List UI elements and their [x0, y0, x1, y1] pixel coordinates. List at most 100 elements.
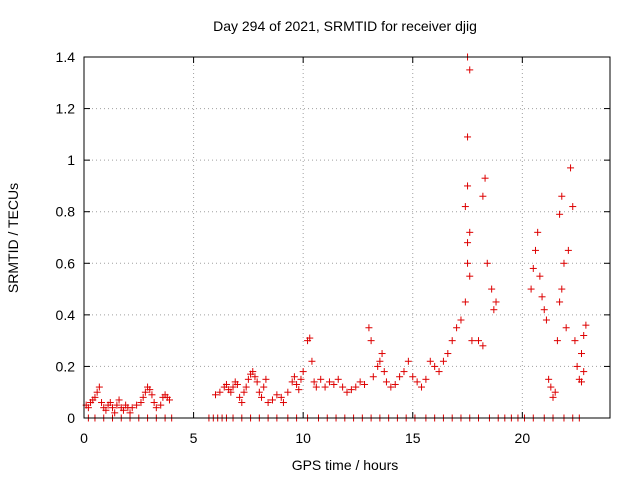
data-point — [578, 378, 586, 386]
data-point — [529, 264, 537, 272]
data-point — [108, 404, 116, 412]
data-point — [251, 373, 259, 381]
data-point — [553, 337, 561, 345]
x-tick-label: 15 — [405, 430, 421, 446]
data-point — [93, 388, 101, 396]
data-point — [571, 337, 579, 345]
data-point — [279, 399, 287, 407]
data-point — [244, 375, 252, 383]
data-point — [146, 386, 154, 394]
data-point — [347, 386, 355, 394]
data-point — [567, 164, 575, 172]
data-point — [547, 383, 555, 391]
plot-frame — [83, 56, 611, 419]
data-point — [84, 404, 92, 412]
data-point — [435, 368, 443, 376]
data-point — [290, 373, 298, 381]
data-point — [387, 383, 395, 391]
data-point — [133, 401, 141, 409]
data-point — [295, 386, 303, 394]
data-point — [293, 380, 301, 388]
data-point — [98, 399, 106, 407]
data-point — [157, 401, 165, 409]
data-point — [310, 378, 318, 386]
data-point — [91, 393, 99, 401]
data-point — [560, 259, 568, 267]
data-point — [542, 316, 550, 324]
data-point — [352, 383, 360, 391]
data-point — [490, 306, 498, 314]
data-point — [404, 357, 412, 365]
data-point — [339, 383, 347, 391]
x-tick-label: 20 — [515, 430, 531, 446]
data-point — [308, 357, 316, 365]
y-axis-label: SRMTID / TECUs — [5, 183, 21, 293]
data-point — [240, 388, 248, 396]
data-point — [453, 324, 461, 332]
data-point — [288, 378, 296, 386]
data-point — [481, 174, 489, 182]
data-point — [492, 298, 500, 306]
data-point — [464, 239, 472, 247]
data-point — [165, 396, 173, 404]
data-point — [321, 383, 329, 391]
data-point — [242, 383, 250, 391]
data-point — [137, 399, 145, 407]
data-point — [365, 324, 373, 332]
data-point — [466, 66, 474, 74]
y-tick-label: 0 — [67, 410, 75, 426]
data-point — [238, 399, 246, 407]
data-point — [255, 388, 263, 396]
data-point — [448, 337, 456, 345]
data-point — [297, 375, 305, 383]
data-point — [549, 393, 557, 401]
data-point — [418, 383, 426, 391]
data-point — [464, 133, 472, 141]
data-point — [222, 380, 230, 388]
data-point — [391, 380, 399, 388]
y-tick-label: 0.2 — [56, 358, 76, 374]
data-point — [562, 324, 570, 332]
data-point — [475, 337, 482, 345]
data-point — [527, 285, 535, 293]
grid-lines — [84, 57, 610, 418]
data-point — [382, 378, 390, 386]
data-point — [334, 375, 342, 383]
data-point — [573, 362, 581, 370]
data-point — [479, 192, 487, 200]
data-point — [578, 350, 586, 358]
data-point — [284, 388, 292, 396]
data-point — [396, 373, 404, 381]
data-point — [479, 342, 487, 350]
data-point — [374, 362, 382, 370]
data-point — [488, 285, 496, 293]
data-point — [466, 272, 474, 280]
y-tick-label: 0.4 — [56, 307, 76, 323]
data-point — [325, 378, 333, 386]
data-point — [106, 399, 114, 407]
data-point — [317, 375, 325, 383]
data-point — [380, 368, 388, 376]
data-point — [413, 378, 421, 386]
data-point — [466, 228, 474, 236]
data-point — [115, 396, 123, 404]
data-point — [409, 373, 417, 381]
x-axis-label: GPS time / hours — [292, 457, 399, 473]
data-point — [111, 409, 119, 417]
data-point — [400, 368, 408, 376]
data-point — [227, 388, 235, 396]
data-point — [538, 293, 546, 301]
data-point — [545, 375, 553, 383]
data-point — [262, 375, 270, 383]
data-point — [468, 337, 476, 345]
data-point — [461, 298, 469, 306]
data-point — [306, 334, 314, 342]
data-point — [299, 368, 307, 376]
data-point — [233, 380, 241, 388]
data-point — [536, 272, 544, 280]
data-point — [229, 383, 237, 391]
x-tick-label: 5 — [190, 430, 198, 446]
y-axis-ticks: 0 0.2 0.4 0.6 0.8 1 1.2 1.4 — [56, 49, 610, 426]
